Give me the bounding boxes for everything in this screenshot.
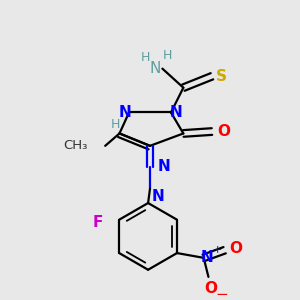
Text: H: H xyxy=(163,49,172,62)
Text: O: O xyxy=(217,124,230,139)
Text: H: H xyxy=(111,118,120,131)
Text: −: − xyxy=(215,286,228,300)
Text: +: + xyxy=(212,245,222,255)
Text: S: S xyxy=(216,69,227,84)
Text: F: F xyxy=(93,215,104,230)
Text: N: N xyxy=(201,250,214,265)
Text: N: N xyxy=(169,105,182,120)
Text: N: N xyxy=(119,105,132,120)
Text: O: O xyxy=(204,281,217,296)
Text: N: N xyxy=(151,189,164,204)
Text: N: N xyxy=(158,159,171,174)
Text: N: N xyxy=(149,61,160,76)
Text: CH₃: CH₃ xyxy=(64,139,88,152)
Text: H: H xyxy=(140,51,150,64)
Text: O: O xyxy=(230,241,243,256)
